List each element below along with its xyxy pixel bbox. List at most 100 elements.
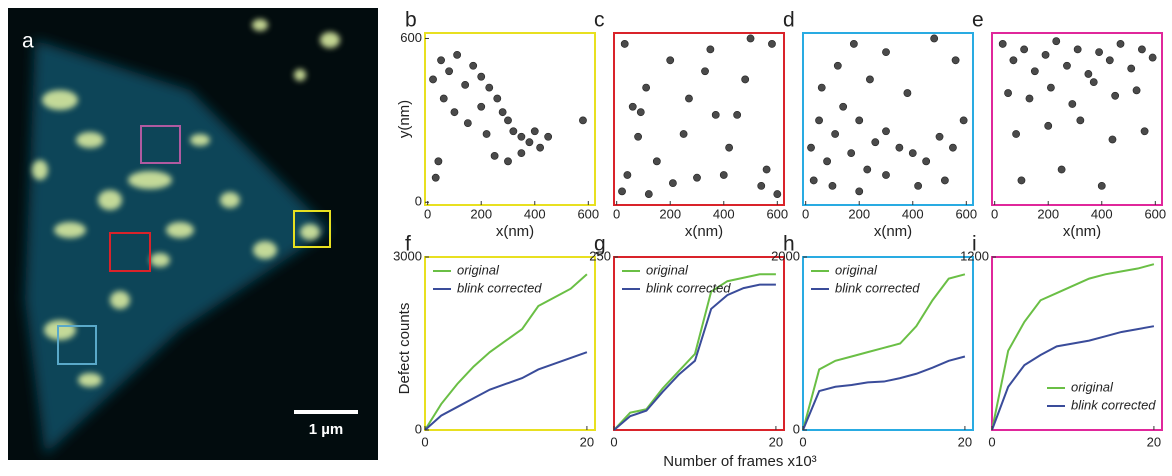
y-axis-label: Defect counts (396, 303, 413, 395)
x-tick-label: 600 (1144, 206, 1166, 221)
x-tick-label: 200 (470, 206, 492, 221)
point (935, 132, 944, 141)
point (1127, 64, 1136, 73)
point (839, 102, 848, 111)
point (509, 127, 518, 136)
region-boxes (57, 125, 331, 365)
point (1073, 45, 1082, 54)
point (666, 56, 675, 65)
point (482, 130, 491, 138)
x-tick-label: 400 (902, 206, 924, 221)
y-tick-label: 250 (589, 248, 611, 263)
x-tick-label: 600 (766, 206, 788, 221)
point (493, 94, 502, 103)
point (711, 111, 720, 119)
x-tick-label: 20 (769, 434, 783, 449)
x-tick-label: 0 (610, 434, 617, 449)
point (1004, 89, 1012, 97)
series-line (991, 263, 1155, 431)
x-axis-label: x(nm) (496, 223, 534, 240)
point (1012, 130, 1020, 138)
point (628, 102, 637, 111)
y-tick-label: 0 (415, 421, 422, 436)
point (895, 143, 904, 152)
point (823, 157, 831, 166)
point (504, 116, 512, 125)
x-tick-label: 20 (1147, 434, 1161, 449)
point (949, 143, 957, 152)
point (469, 61, 478, 70)
point (1025, 94, 1034, 103)
point (620, 40, 629, 48)
point (847, 149, 856, 158)
point (1108, 135, 1117, 144)
x-axis-label: x(nm) (685, 223, 723, 240)
series-line (424, 273, 588, 431)
panel-label: f (405, 233, 411, 256)
legend-label: original (646, 262, 689, 277)
point (903, 89, 912, 97)
point (882, 48, 890, 57)
point (733, 111, 742, 119)
point (882, 171, 890, 179)
point (634, 132, 642, 141)
x-tick-label: 400 (713, 206, 735, 221)
frame (802, 256, 974, 431)
x-tick-label: 600 (955, 206, 977, 221)
point (1041, 50, 1050, 59)
panel-label: i (972, 233, 977, 256)
point (863, 165, 872, 174)
point (768, 40, 776, 48)
frame (613, 256, 785, 431)
point (668, 179, 677, 188)
frame (991, 32, 1163, 206)
point (461, 80, 470, 89)
point (762, 165, 771, 174)
point (1140, 127, 1149, 136)
point (498, 108, 507, 117)
point (679, 130, 688, 138)
frame (424, 256, 596, 431)
point (1057, 165, 1066, 174)
point (1046, 83, 1055, 92)
point (807, 143, 815, 152)
point (817, 83, 826, 92)
point (525, 138, 534, 147)
frame (802, 32, 974, 206)
point (636, 108, 645, 117)
point (485, 83, 494, 92)
point (642, 83, 651, 92)
point (914, 181, 923, 190)
point (685, 94, 693, 103)
x-tick-label: 0 (424, 206, 431, 221)
y-tick-label: 2000 (771, 248, 800, 263)
frame (613, 32, 785, 206)
point (959, 116, 968, 125)
point (517, 132, 526, 141)
legend-label: original (457, 262, 500, 277)
point (450, 108, 459, 117)
point (579, 116, 587, 125)
point (652, 157, 661, 166)
point (849, 40, 858, 48)
x-tick-label: 0 (421, 434, 428, 449)
point (477, 102, 486, 111)
x-tick-label: 600 (577, 206, 599, 221)
point (644, 190, 653, 198)
point (831, 130, 840, 138)
frame (424, 32, 596, 206)
micrograph: 1 µm a (8, 8, 378, 460)
x-tick-label: 0 (799, 434, 806, 449)
point (490, 151, 499, 160)
y-tick-label: 3000 (393, 248, 422, 263)
point (1138, 45, 1146, 54)
point (1017, 176, 1026, 185)
point (719, 171, 728, 179)
point (1044, 121, 1053, 130)
panel-label: e (972, 9, 984, 32)
x-tick-label: 0 (991, 206, 998, 221)
point (439, 94, 448, 103)
point (477, 72, 486, 81)
